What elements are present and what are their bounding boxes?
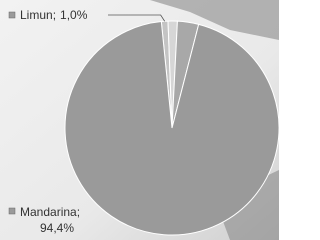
data-label-value: 94,4% [40, 221, 74, 235]
data-label: Limun; 1,0% [20, 8, 88, 22]
pie [65, 21, 279, 235]
chart: Limun;1,0%Mandarina;94,4% [0, 0, 279, 240]
data-label: Mandarina; [20, 205, 80, 219]
label-category: Mandarina [20, 205, 77, 219]
label-separator: ; [77, 205, 80, 219]
label-separator: ; [53, 8, 56, 22]
label-value: 1,0% [60, 8, 88, 22]
legend-marker [9, 12, 15, 18]
legend-marker [9, 208, 15, 214]
label-category: Limun [20, 8, 53, 22]
